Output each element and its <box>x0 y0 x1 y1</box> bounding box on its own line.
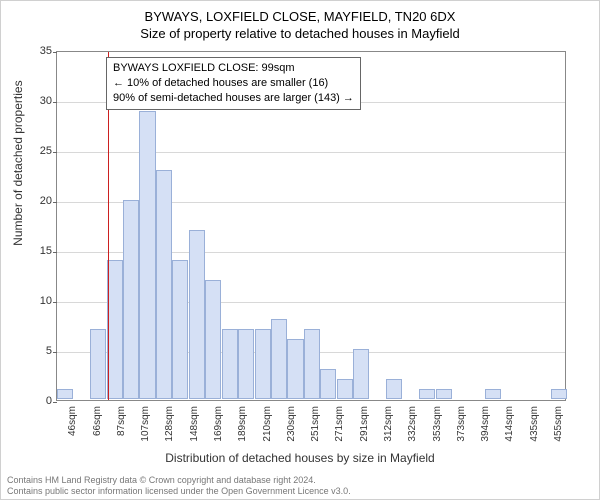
y-tick-label: 20 <box>22 195 52 207</box>
title-sub: Size of property relative to detached ho… <box>1 26 599 41</box>
x-tick-label: 87sqm <box>116 406 127 436</box>
histogram-bar <box>172 260 188 399</box>
x-tick-label: 189sqm <box>237 406 248 442</box>
histogram-bar <box>320 369 336 399</box>
histogram-bar <box>386 379 402 399</box>
chart-area: 05101520253035 46sqm66sqm87sqm107sqm128s… <box>56 51 566 401</box>
y-tick-label: 10 <box>22 295 52 307</box>
y-tick-label: 35 <box>22 45 52 57</box>
footer-attribution: Contains HM Land Registry data © Crown c… <box>7 475 351 497</box>
histogram-bar <box>353 349 369 399</box>
histogram-bar <box>419 389 435 399</box>
x-tick-label: 291sqm <box>359 406 370 442</box>
x-tick-label: 210sqm <box>262 406 273 442</box>
x-axis-label: Distribution of detached houses by size … <box>1 451 599 465</box>
histogram-bar <box>90 329 106 399</box>
histogram-bar <box>156 170 172 399</box>
info-line-3: 90% of semi-detached houses are larger (… <box>113 91 354 106</box>
histogram-bar <box>304 329 320 399</box>
x-tick-label: 271sqm <box>334 406 345 442</box>
x-tick-label: 414sqm <box>504 406 515 442</box>
x-tick-label: 230sqm <box>286 406 297 442</box>
histogram-bar <box>222 329 238 399</box>
y-tick-label: 30 <box>22 95 52 107</box>
y-tick-label: 0 <box>22 395 52 407</box>
x-tick-label: 435sqm <box>529 406 540 442</box>
footer-line-1: Contains HM Land Registry data © Crown c… <box>7 475 351 486</box>
y-tick-label: 15 <box>22 245 52 257</box>
histogram-bar <box>337 379 353 399</box>
info-box: BYWAYS LOXFIELD CLOSE: 99sqm ← 10% of de… <box>106 57 361 110</box>
histogram-bar <box>57 389 73 399</box>
histogram-bar <box>551 389 567 399</box>
histogram-bar <box>485 389 501 399</box>
histogram-bar <box>205 280 221 399</box>
histogram-bar <box>255 329 271 399</box>
footer-line-2: Contains public sector information licen… <box>7 486 351 497</box>
x-tick-label: 148sqm <box>189 406 200 442</box>
histogram-bar <box>189 230 205 399</box>
x-tick-label: 107sqm <box>140 406 151 442</box>
histogram-bar <box>123 200 139 399</box>
x-tick-label: 332sqm <box>407 406 418 442</box>
x-tick-label: 394sqm <box>480 406 491 442</box>
x-tick-label: 312sqm <box>383 406 394 442</box>
x-tick-label: 455sqm <box>553 406 564 442</box>
y-tick-label: 25 <box>22 145 52 157</box>
histogram-bar <box>238 329 254 399</box>
y-tick-label: 5 <box>22 345 52 357</box>
x-tick-label: 66sqm <box>92 406 103 436</box>
title-main: BYWAYS, LOXFIELD CLOSE, MAYFIELD, TN20 6… <box>1 9 599 24</box>
x-tick-label: 46sqm <box>67 406 78 436</box>
chart-container: BYWAYS, LOXFIELD CLOSE, MAYFIELD, TN20 6… <box>0 0 600 500</box>
x-tick-label: 373sqm <box>456 406 467 442</box>
histogram-bar <box>271 319 287 399</box>
gridline <box>57 152 565 153</box>
histogram-bar <box>436 389 452 399</box>
x-tick-label: 128sqm <box>164 406 175 442</box>
histogram-bar <box>139 111 155 399</box>
x-tick-label: 353sqm <box>432 406 443 442</box>
info-line-1: BYWAYS LOXFIELD CLOSE: 99sqm <box>113 61 354 76</box>
info-line-2: ← 10% of detached houses are smaller (16… <box>113 76 354 91</box>
x-tick-label: 251sqm <box>310 406 321 442</box>
histogram-bar <box>287 339 303 399</box>
x-tick-label: 169sqm <box>213 406 224 442</box>
